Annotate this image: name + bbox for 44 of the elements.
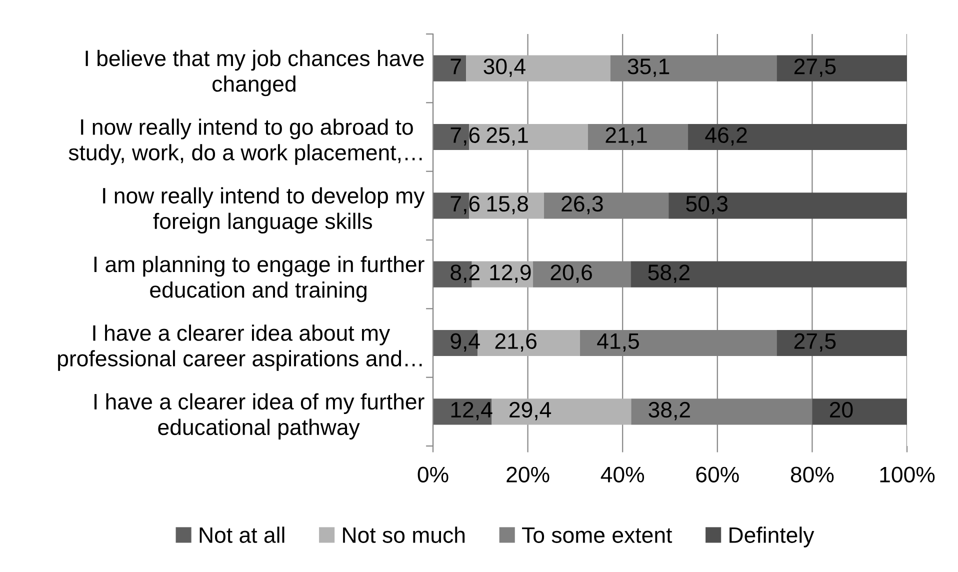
legend-label: Not at all xyxy=(200,526,284,543)
data-label: 21,6 xyxy=(495,333,536,352)
legend-label: Defintely xyxy=(730,526,814,548)
bar xyxy=(433,55,466,82)
x-tick-label: 20% xyxy=(506,466,550,482)
bar xyxy=(776,330,907,356)
data-label: 27,5 xyxy=(794,333,836,352)
data-label: 58,2 xyxy=(648,264,690,283)
bar xyxy=(492,398,632,425)
x-tick-label: 40% xyxy=(600,466,644,482)
legend-label: Not so much xyxy=(343,526,465,543)
data-label: 26,3 xyxy=(562,196,603,214)
bar xyxy=(812,398,907,425)
bar xyxy=(776,55,907,82)
data-label: 12,9 xyxy=(490,264,531,283)
data-label: 15,8 xyxy=(487,196,528,214)
legend-label: To some extent xyxy=(522,527,672,543)
bar xyxy=(688,124,907,150)
data-label: 35,1 xyxy=(628,58,670,77)
y-tick-label: I believe that my job chances have changed xyxy=(86,50,424,96)
y-tick-label: I am planning to engage in further education and training xyxy=(94,256,424,302)
data-label: 29,4 xyxy=(510,402,552,420)
data-label: 20 xyxy=(830,402,853,418)
x-tick-label: 60% xyxy=(696,466,739,482)
data-label: 25,1 xyxy=(486,127,528,146)
data-label: 38,2 xyxy=(648,402,690,420)
bar xyxy=(630,261,907,288)
data-label: 20,6 xyxy=(550,264,592,283)
data-label: 50,3 xyxy=(686,196,728,214)
data-label: 27,5 xyxy=(794,58,836,77)
data-label: 21,1 xyxy=(606,127,647,146)
y-tick-label: I have a clearer idea about my professional career aspirations and… xyxy=(58,324,422,371)
bar xyxy=(668,192,907,219)
data-label: 46,2 xyxy=(705,127,747,146)
data-label: 7 xyxy=(450,58,461,74)
x-tick-label: 100% xyxy=(880,466,935,482)
x-tick-label: 80% xyxy=(790,466,834,482)
y-tick-label: I have a clearer idea of my further educational pathway xyxy=(94,393,424,440)
y-tick-label: I now really intend to develop my foreign language skills xyxy=(103,187,425,234)
bar xyxy=(466,55,610,82)
data-label: 41,5 xyxy=(597,333,639,352)
x-tick-label: 0% xyxy=(418,466,448,482)
y-tick-label: I now really intend to go abroad to study, work, do a work placement,… xyxy=(68,118,422,165)
data-label: 30,4 xyxy=(484,58,526,77)
